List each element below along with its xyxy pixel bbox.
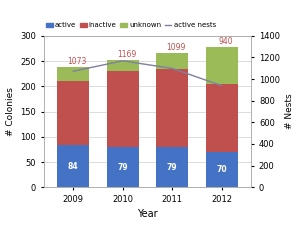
Text: 79: 79: [117, 163, 128, 172]
Bar: [206, 152, 238, 187]
Bar: [57, 145, 89, 187]
Bar: [107, 60, 139, 71]
X-axis label: Year: Year: [137, 209, 158, 219]
Bar: [156, 147, 188, 187]
Bar: [57, 67, 89, 81]
Bar: [156, 53, 188, 69]
Bar: [57, 81, 89, 145]
Y-axis label: # Nests: # Nests: [285, 94, 294, 129]
Y-axis label: # Colonies: # Colonies: [6, 87, 15, 136]
Bar: [156, 69, 188, 147]
Text: 70: 70: [216, 165, 227, 174]
Text: 84: 84: [68, 162, 79, 171]
Text: 1073: 1073: [68, 57, 87, 66]
Text: 940: 940: [218, 37, 233, 46]
Legend: active, inactive, unknown, active nests: active, inactive, unknown, active nests: [43, 20, 219, 31]
Bar: [107, 71, 139, 147]
Bar: [107, 147, 139, 187]
Bar: [206, 47, 238, 84]
Text: 79: 79: [167, 163, 178, 172]
Bar: [206, 84, 238, 152]
Text: 1169: 1169: [117, 50, 136, 59]
Text: 1099: 1099: [167, 43, 186, 52]
